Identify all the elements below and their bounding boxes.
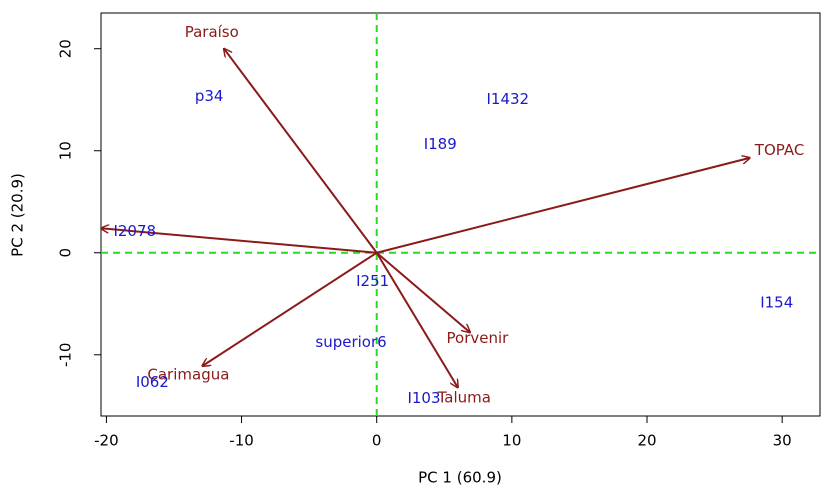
x-axis-label: PC 1 (60.9) [418, 469, 502, 487]
arrow-label: TOPAC [754, 141, 805, 159]
arrow-label: Porvenir [447, 329, 510, 347]
arrow [375, 252, 458, 388]
x-tick-label: 10 [502, 432, 521, 450]
arrow [376, 158, 750, 254]
point-label: p34 [195, 87, 224, 105]
y-tick-label: 10 [57, 141, 75, 160]
point-label: I103 [407, 389, 440, 407]
arrow [101, 228, 377, 254]
plot-area: Paraíso TOPAC DELIC Porvenir Taluma Carimagua… [57, 13, 820, 416]
arrow-label: Paraíso [185, 23, 239, 41]
arrow [224, 49, 378, 254]
point-label: I062 [136, 373, 169, 391]
x-tick-label: 30 [773, 432, 792, 450]
point-label: superior6 [315, 333, 386, 351]
plot-frame [100, 12, 821, 417]
arrow [202, 251, 378, 366]
x-tick-label: 0 [372, 432, 382, 450]
arrow [376, 251, 470, 333]
y-tick-label: -10 [57, 343, 75, 368]
arrow-label: Taluma [437, 389, 491, 407]
x-tick-label: 20 [637, 432, 656, 450]
y-tick-label: 0 [57, 248, 75, 258]
point-label: I154 [760, 293, 793, 311]
point-label: I2078 [113, 222, 156, 240]
y-axis-label: PC 2 (20.9) [9, 173, 27, 257]
point-label: I1432 [486, 90, 529, 108]
point-label: I189 [424, 135, 457, 153]
y-tick-label: 20 [57, 39, 75, 58]
x-tick-label: -20 [94, 432, 119, 450]
arrow-label: DELIC [57, 217, 101, 235]
point-label: I251 [356, 272, 389, 290]
x-tick-label: -10 [229, 432, 254, 450]
arrow-label: Carimagua [147, 366, 229, 384]
